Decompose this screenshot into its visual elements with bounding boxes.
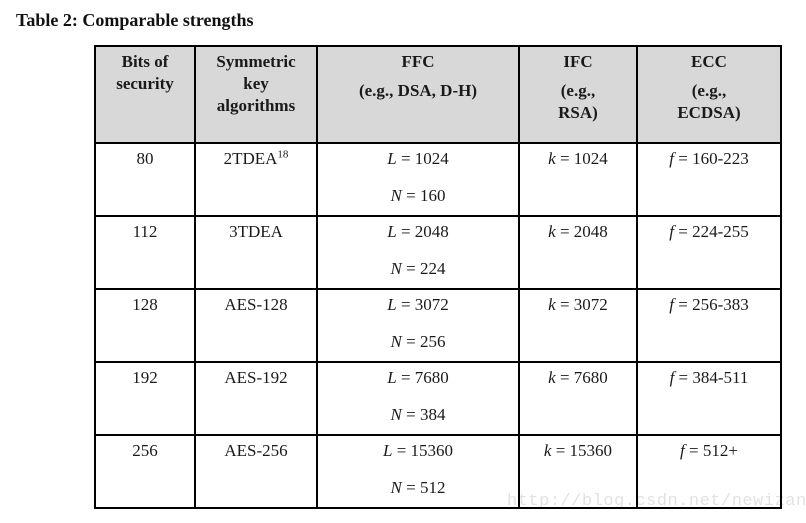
header-line: key [243, 74, 269, 93]
ecc-cell: f = 224-255 [636, 215, 782, 290]
equation: L = 3072 [387, 295, 449, 314]
algorithm-name: 3TDEA [229, 222, 283, 241]
equation: f = 512+ [680, 441, 738, 460]
header-line: algorithms [216, 96, 296, 115]
header-symmetric-key-algorithms: Symmetric key algorithms [194, 45, 318, 144]
symmetric-cell: AES-128 [194, 288, 318, 363]
header-example: (e.g., [560, 81, 596, 100]
header-line: security [116, 74, 174, 93]
ffc-cell: L = 15360 N = 512 [316, 434, 520, 509]
algorithm-name: AES-256 [224, 441, 288, 460]
ifc-cell: k = 7680 [518, 361, 638, 436]
equation: N = 384 [390, 405, 446, 424]
ifc-cell: k = 2048 [518, 215, 638, 290]
symmetric-cell: AES-192 [194, 361, 318, 436]
equation: k = 15360 [543, 441, 613, 460]
header-example: RSA) [558, 103, 598, 122]
bits-cell: 192 [94, 361, 196, 436]
ffc-cell: L = 1024 N = 160 [316, 142, 520, 217]
symmetric-cell: 3TDEA [194, 215, 318, 290]
symmetric-cell: AES-256 [194, 434, 318, 509]
header-ifc: IFC (e.g., RSA) [518, 45, 638, 144]
equation: L = 1024 [387, 149, 449, 168]
algorithm-name: AES-128 [224, 295, 288, 314]
table-row: 112 3TDEA L = 2048 N = 224 k = 2048 f = … [94, 215, 782, 290]
table-row: 128 AES-128 L = 3072 N = 256 k = 3072 f … [94, 288, 782, 363]
equation: f = 224-255 [669, 222, 749, 241]
equation: L = 2048 [387, 222, 449, 241]
header-example: ECDSA) [677, 103, 741, 122]
ecc-cell: f = 160-223 [636, 142, 782, 217]
ffc-cell: L = 7680 N = 384 [316, 361, 520, 436]
equation: N = 224 [390, 259, 446, 278]
ffc-cell: L = 3072 N = 256 [316, 288, 520, 363]
header-acronym: ECC [691, 52, 727, 71]
equation: f = 384-511 [669, 368, 749, 387]
equation: N = 160 [390, 186, 446, 205]
bits-cell: 128 [94, 288, 196, 363]
comparable-strengths-table: Bits of security Symmetric key algorithm… [94, 45, 782, 509]
bits-cell: 80 [94, 142, 196, 217]
bits-cell: 112 [94, 215, 196, 290]
equation: k = 7680 [548, 368, 608, 387]
equation: N = 256 [390, 332, 446, 351]
header-ecc: ECC (e.g., ECDSA) [636, 45, 782, 144]
equation: N = 512 [390, 478, 446, 497]
header-acronym: FFC [401, 52, 435, 71]
table-row: 80 2TDEA18 L = 1024 N = 160 k = 1024 f =… [94, 142, 782, 217]
equation: L = 15360 [382, 441, 454, 460]
header-example: (e.g., [691, 81, 727, 100]
equation: f = 160-223 [669, 149, 749, 168]
ecc-cell: f = 512+ [636, 434, 782, 509]
ifc-cell: k = 15360 [518, 434, 638, 509]
algorithm-name: AES-192 [224, 368, 288, 387]
equation: k = 1024 [548, 149, 608, 168]
header-bits-of-security: Bits of security [94, 45, 196, 144]
ecc-cell: f = 256-383 [636, 288, 782, 363]
footnote-reference: 18 [277, 148, 289, 161]
header-example: (e.g., DSA, D-H) [358, 81, 478, 100]
header-line: Bits of [121, 52, 169, 71]
symmetric-cell: 2TDEA18 [194, 142, 318, 217]
equation: k = 3072 [548, 295, 608, 314]
algorithm-name: 2TDEA [223, 149, 278, 168]
header-ffc: FFC (e.g., DSA, D-H) [316, 45, 520, 144]
ecc-cell: f = 384-511 [636, 361, 782, 436]
header-acronym: IFC [563, 52, 593, 71]
equation: f = 256-383 [669, 295, 749, 314]
ifc-cell: k = 1024 [518, 142, 638, 217]
table-row: 256 AES-256 L = 15360 N = 512 k = 15360 … [94, 434, 782, 509]
header-row: Bits of security Symmetric key algorithm… [94, 45, 782, 144]
ifc-cell: k = 3072 [518, 288, 638, 363]
equation: L = 7680 [387, 368, 449, 387]
equation: k = 2048 [548, 222, 608, 241]
bits-cell: 256 [94, 434, 196, 509]
ffc-cell: L = 2048 N = 224 [316, 215, 520, 290]
table-caption: Table 2: Comparable strengths [16, 10, 254, 30]
header-line: Symmetric [216, 52, 296, 71]
table-row: 192 AES-192 L = 7680 N = 384 k = 7680 f … [94, 361, 782, 436]
